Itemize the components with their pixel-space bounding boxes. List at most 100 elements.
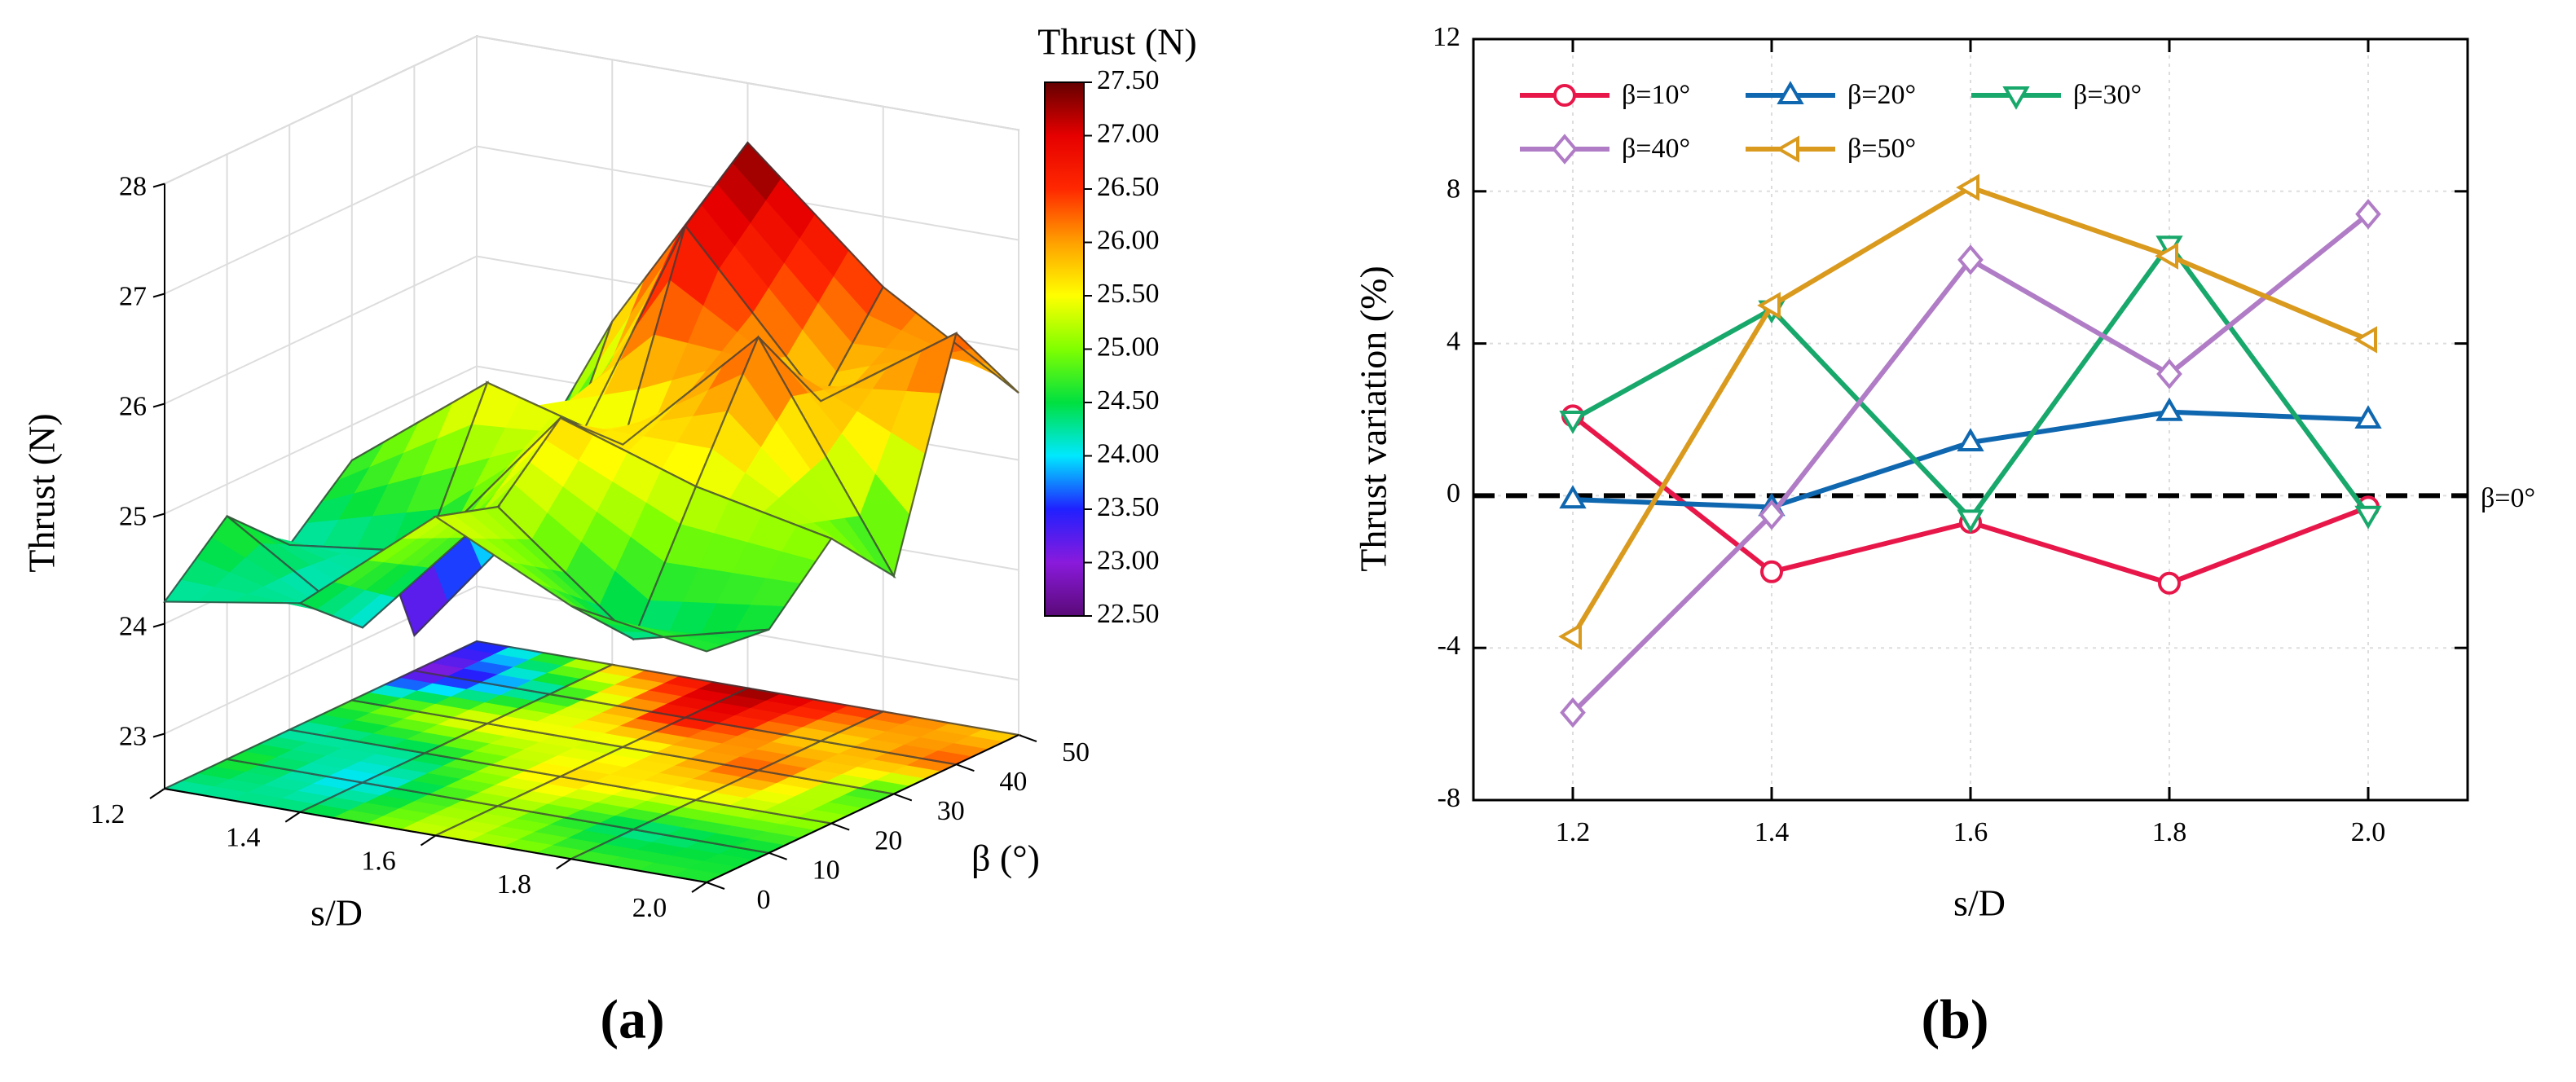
tick-mark [830, 822, 850, 831]
x-tick-label: 2.0 [632, 893, 667, 923]
y-tick-label: 20 [874, 825, 902, 855]
tick-mark [706, 882, 725, 890]
z-tick-label: 23 [119, 721, 147, 751]
surface-cell [694, 335, 896, 579]
marker [1956, 174, 1979, 201]
tick-mark [152, 732, 165, 738]
colorbar-tick-label: 25.00 [1097, 332, 1160, 362]
marker [2158, 571, 2181, 595]
x-tick-label: 1.2 [90, 799, 125, 829]
tick-mark [556, 858, 572, 870]
tick-mark [768, 851, 787, 860]
colorbar-tick-label: 22.50 [1097, 599, 1160, 629]
surface-cell [496, 416, 698, 641]
x-tick-label: 1.6 [361, 846, 396, 876]
marker [2156, 358, 2182, 389]
marker [1559, 411, 1587, 434]
floor-contour-cell [421, 722, 626, 778]
surface-cell [632, 485, 833, 640]
x-tick-label: 2.0 [2351, 817, 2386, 847]
y-tick-label: 0 [1447, 478, 1460, 508]
y-tick-label: 10 [812, 855, 840, 886]
floor-contour-cell [359, 752, 564, 807]
marker [2354, 326, 2377, 354]
axis-line [164, 183, 1019, 884]
floor-contour-cell [411, 640, 615, 696]
floor-contour-cell [547, 663, 751, 719]
colorbar-tick-label: 27.00 [1097, 118, 1160, 148]
panel-label: (a) [600, 988, 664, 1050]
colorbar-tick-label: 24.00 [1097, 438, 1160, 468]
floor-contour-cell [161, 758, 366, 813]
surface-cell [570, 605, 769, 653]
colorbar-tick-label: 23.00 [1097, 545, 1160, 575]
tick-mark [152, 183, 165, 188]
y-tick-label: 30 [937, 796, 965, 826]
x-axis-label: s/D [1953, 882, 2006, 924]
legend-label: β=50° [1847, 134, 1916, 164]
y-tick-label: 0 [757, 885, 771, 915]
y-axis-label: β (°) [971, 838, 1040, 879]
plot-frame [1472, 37, 2469, 802]
x-tick-label: 1.4 [1755, 817, 1790, 847]
surface-cell [684, 141, 885, 403]
marker [2354, 405, 2382, 429]
marker [1957, 428, 1984, 451]
marker [2155, 242, 2178, 270]
colorbar-title: Thrust (N) [1037, 21, 1196, 63]
z-tick-label: 26 [119, 391, 147, 421]
marker [1957, 244, 1984, 275]
tick-mark [691, 882, 707, 893]
floor-contour-cell [223, 728, 429, 784]
marker [1760, 560, 1783, 583]
y-tick-label: -4 [1438, 631, 1460, 661]
y-axis-label: Thrust variation (%) [1353, 266, 1394, 572]
z-tick-label: 27 [119, 281, 147, 311]
reference-label: β=0° [2481, 483, 2535, 513]
y-tick-label: 40 [999, 767, 1027, 797]
z-tick-label: 28 [119, 171, 147, 201]
colorbar-tick-label: 23.50 [1097, 492, 1160, 522]
marker [2354, 505, 2382, 530]
tick-mark [152, 512, 165, 518]
colorbar-tick-label: 27.50 [1097, 65, 1160, 95]
surface-cell [818, 285, 1019, 403]
x-axis-label: s/D [310, 892, 363, 934]
surface-cell [757, 331, 958, 579]
legend-marker [1777, 81, 1804, 104]
colorbar-tick-label: 26.00 [1097, 225, 1160, 255]
y-tick-label: 4 [1447, 326, 1460, 356]
floor-contour-cell [817, 710, 1022, 766]
tick-mark [284, 811, 301, 823]
legend-label: β=40° [1622, 134, 1690, 164]
series-line [1572, 409, 2369, 510]
surface-cell [297, 505, 501, 629]
z-tick-label: 24 [119, 611, 147, 641]
colorbar-tick-label: 25.50 [1097, 279, 1160, 309]
y-tick-label: 50 [1062, 737, 1090, 768]
marker [1957, 509, 1984, 534]
marker [2155, 397, 2183, 421]
colorbar [1044, 81, 1085, 617]
x-tick-label: 1.4 [226, 823, 261, 853]
tick-mark [152, 292, 165, 298]
tick-mark [1018, 734, 1037, 742]
legend-marker [2002, 86, 2030, 110]
marker [1759, 499, 1785, 530]
cell-edge [570, 605, 769, 653]
marker [1757, 292, 1781, 319]
legend-marker [1776, 135, 1799, 163]
marker [1558, 622, 1582, 650]
colorbar-tick-label: 24.50 [1097, 385, 1160, 416]
z-tick-label: 25 [119, 501, 147, 531]
legend-marker [1553, 84, 1576, 107]
y-tick-label: 8 [1447, 174, 1460, 205]
y-tick-label: 12 [1433, 22, 1460, 52]
legend-label: β=10° [1622, 80, 1690, 110]
legend-label: β=30° [2073, 80, 2142, 110]
legend-marker [1552, 134, 1578, 165]
floor-contour-cell [682, 687, 887, 742]
legend-label: β=20° [1847, 80, 1916, 110]
z-axis-label: Thrust (N) [21, 413, 63, 572]
